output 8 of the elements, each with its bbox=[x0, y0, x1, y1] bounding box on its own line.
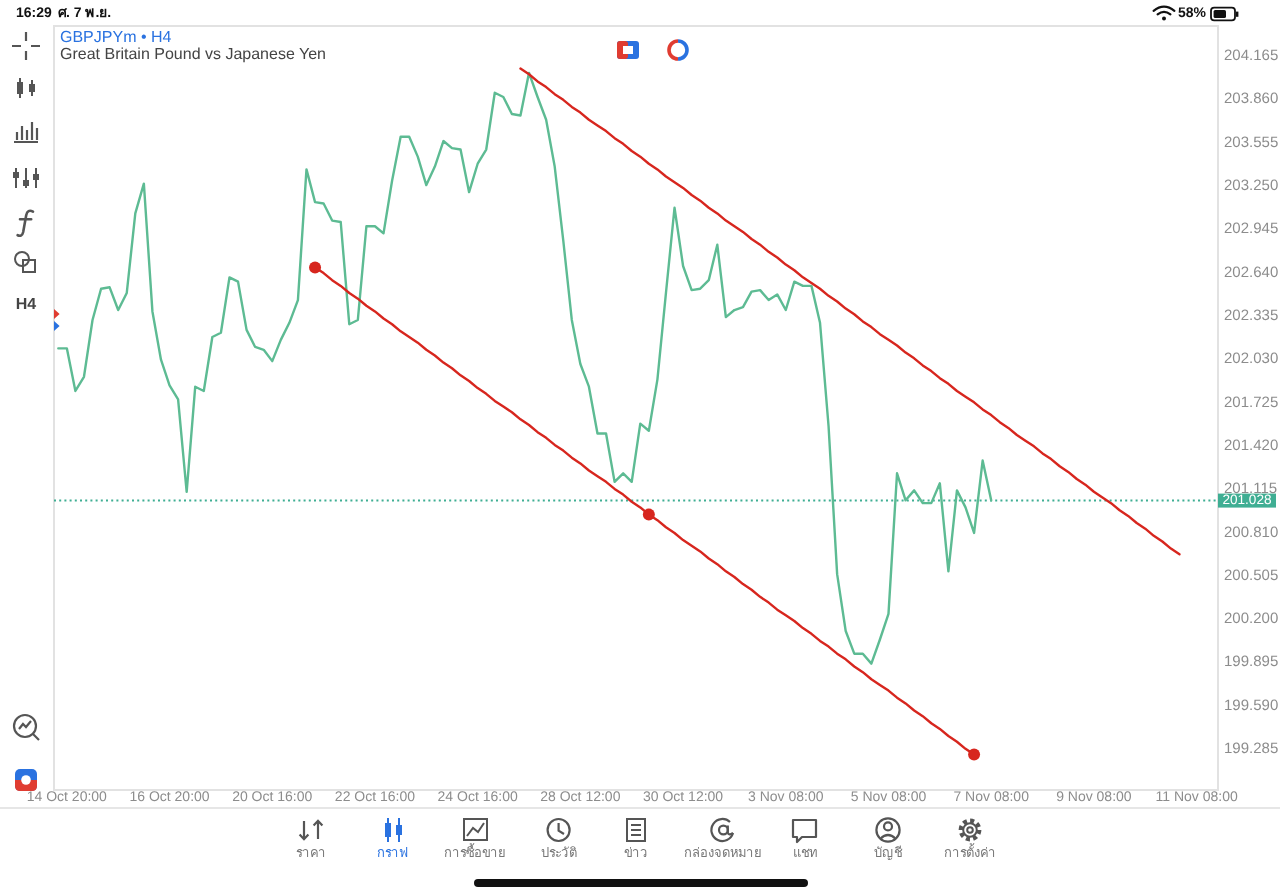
text: Great Britain Pound vs Japanese Yen bbox=[60, 45, 326, 63]
chart-title: GBPJPYm • H4 bbox=[60, 28, 173, 46]
text: H4 bbox=[15, 295, 38, 313]
line-series bbox=[519, 67, 1181, 556]
point bbox=[309, 261, 322, 274]
point bbox=[642, 508, 655, 521]
line-series bbox=[57, 71, 993, 665]
point bbox=[968, 748, 981, 761]
